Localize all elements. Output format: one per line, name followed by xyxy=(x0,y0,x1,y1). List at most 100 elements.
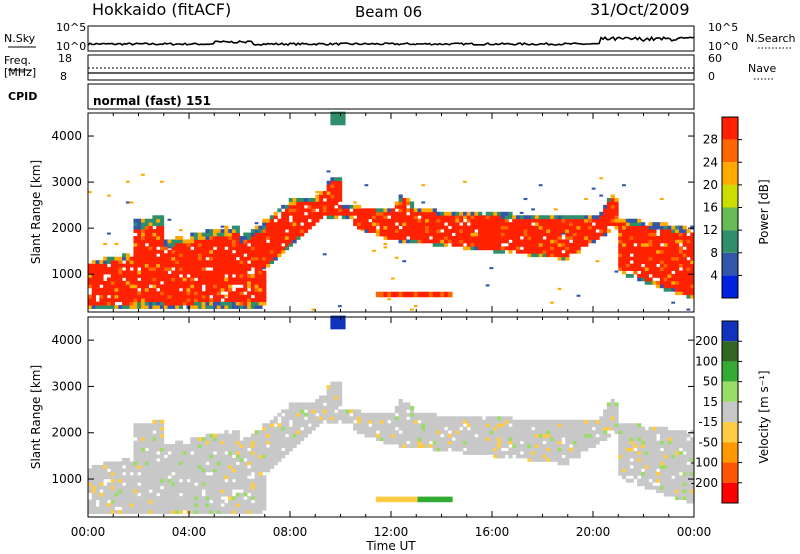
power-cell xyxy=(137,291,142,296)
velocity-cell xyxy=(406,405,411,410)
power-cell xyxy=(553,242,559,247)
power-cell xyxy=(474,225,479,230)
power-cell xyxy=(531,242,536,247)
power-cell xyxy=(141,229,146,233)
power-cell xyxy=(250,253,256,258)
power-cell xyxy=(156,273,161,278)
power-cell xyxy=(125,277,131,282)
power-cell xyxy=(625,218,631,223)
velocity-cell xyxy=(235,503,240,507)
power-cell xyxy=(163,256,168,261)
power-cell xyxy=(576,229,581,233)
velocity-cell xyxy=(266,457,271,462)
velocity-cell xyxy=(428,430,434,435)
power-cell xyxy=(228,229,233,233)
velocity-cell xyxy=(296,430,301,435)
velocity-cell xyxy=(133,444,138,448)
velocity-cell xyxy=(118,475,123,480)
power-cell xyxy=(599,232,604,237)
velocity-cell xyxy=(190,475,195,480)
power-cell xyxy=(493,249,498,254)
power-cell xyxy=(88,267,93,271)
power-cell xyxy=(141,173,145,176)
velocity-cell xyxy=(167,499,172,504)
power-cell xyxy=(235,263,240,268)
velocity-cell xyxy=(682,475,687,480)
velocity-cell xyxy=(512,440,517,445)
velocity-cell xyxy=(436,496,442,503)
velocity-cell xyxy=(671,440,676,445)
power-cell xyxy=(508,222,513,227)
velocity-cell xyxy=(88,471,93,476)
velocity-cell xyxy=(186,489,191,494)
power-cell xyxy=(595,225,600,230)
power-cell xyxy=(194,280,199,285)
velocity-cell xyxy=(515,423,521,428)
velocity-cell xyxy=(527,426,532,431)
power-cell xyxy=(394,256,399,259)
velocity-cell xyxy=(197,444,203,448)
power-cell xyxy=(125,270,131,275)
power-cell xyxy=(406,232,411,237)
power-cell xyxy=(398,211,403,216)
velocity-cell xyxy=(394,496,400,503)
power-cell xyxy=(178,277,184,282)
velocity-cell xyxy=(546,423,551,428)
power-cell xyxy=(402,260,407,263)
velocity-cell xyxy=(167,503,172,507)
velocity-cell xyxy=(220,471,225,476)
velocity-cell xyxy=(254,499,259,504)
power-cell xyxy=(493,229,498,233)
velocity-cell xyxy=(629,468,634,473)
velocity-cell xyxy=(224,454,229,459)
power-cell xyxy=(235,229,240,233)
velocity-cell xyxy=(561,423,566,428)
velocity-cell xyxy=(625,451,631,455)
power-cell xyxy=(144,291,149,296)
velocity-cell xyxy=(565,457,570,462)
power-cell xyxy=(254,242,259,247)
velocity-cell xyxy=(425,496,430,503)
velocity-cell xyxy=(247,482,252,487)
power-cell xyxy=(622,232,627,237)
power-cell xyxy=(319,194,324,199)
velocity-cell xyxy=(137,451,142,455)
velocity-cell xyxy=(447,444,452,448)
velocity-cell xyxy=(273,457,278,462)
power-cell xyxy=(675,270,680,275)
power-cell xyxy=(148,270,153,275)
power-cell xyxy=(254,270,259,275)
velocity-cell xyxy=(319,419,324,424)
velocity-cell xyxy=(250,482,256,487)
power-cell xyxy=(497,239,502,244)
power-cell xyxy=(542,232,547,237)
velocity-cell xyxy=(391,430,396,435)
velocity-cell xyxy=(387,423,392,428)
power-cell xyxy=(622,229,627,233)
velocity-cell xyxy=(584,433,589,438)
power-cell xyxy=(292,204,297,209)
velocity-cell xyxy=(682,482,687,487)
velocity-cell xyxy=(633,457,638,462)
velocity-cell xyxy=(292,437,297,442)
power-cell xyxy=(580,218,585,223)
power-cell xyxy=(315,215,320,220)
power-cell xyxy=(110,305,115,309)
velocity-cell xyxy=(231,468,237,473)
power-cell xyxy=(508,232,513,237)
power-cell xyxy=(353,222,358,227)
power-cell xyxy=(148,280,153,285)
velocity-cell xyxy=(201,437,206,442)
power-cell xyxy=(148,273,153,278)
power-cell xyxy=(402,208,407,213)
power-cell xyxy=(686,287,691,292)
velocity-cell xyxy=(273,451,278,455)
power-cell xyxy=(122,305,127,309)
power-cell xyxy=(462,246,468,251)
power-cell xyxy=(675,232,680,237)
power-cell xyxy=(137,280,142,285)
power-cell xyxy=(118,284,123,289)
velocity-cell xyxy=(144,444,149,448)
velocity-cell xyxy=(122,503,127,507)
power-cell xyxy=(584,225,589,230)
